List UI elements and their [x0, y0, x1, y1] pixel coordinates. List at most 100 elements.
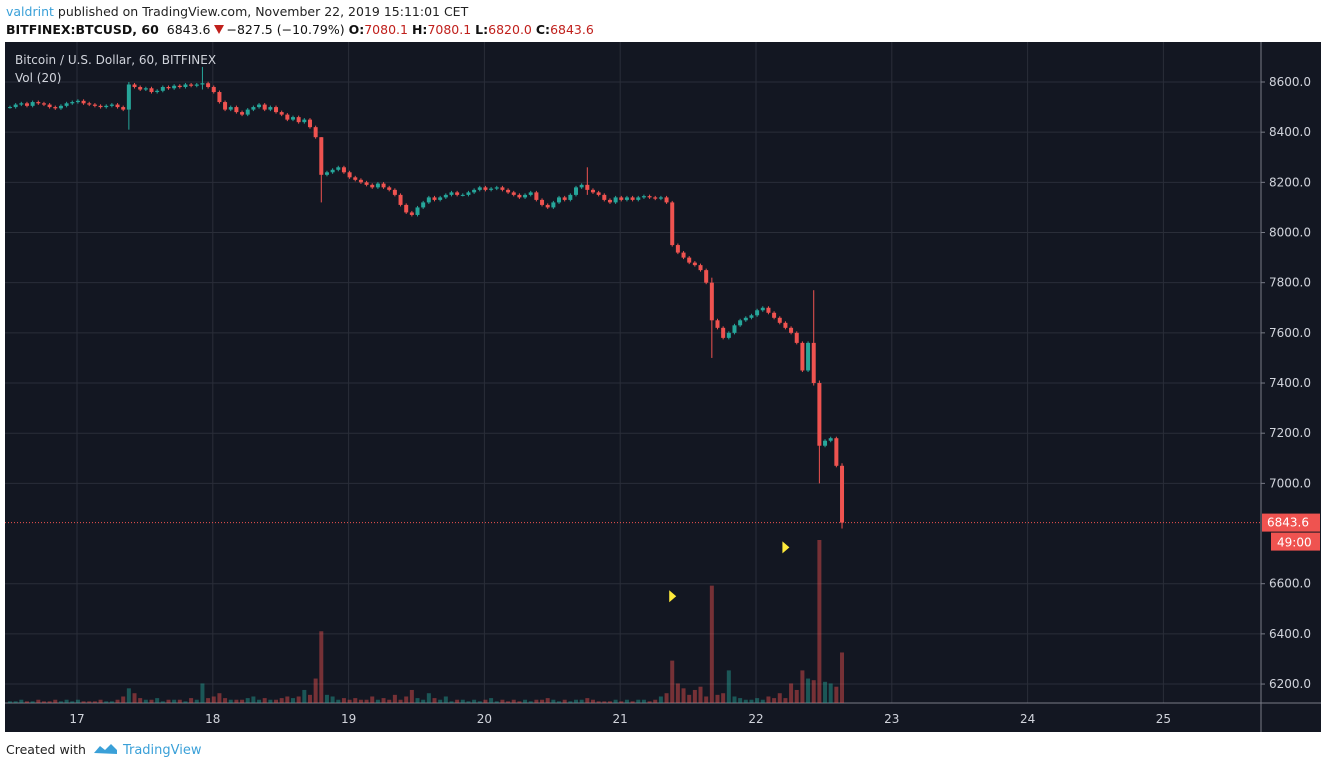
candle — [375, 183, 380, 188]
chart-area[interactable]: 8600.0 8400.0 8200.0 8000.0 7800.0 7600.0 7400… — [5, 42, 1321, 732]
candle — [460, 194, 465, 196]
candle — [370, 184, 375, 188]
volume-bar — [670, 660, 675, 703]
volume-bar — [115, 699, 120, 703]
volume-bar — [732, 696, 737, 703]
volume-bar — [449, 701, 454, 703]
publish-info: valdrint published on TradingView.com, N… — [6, 4, 468, 19]
volume-bar — [540, 699, 545, 703]
low-label: L: — [475, 22, 489, 37]
candle — [53, 107, 58, 109]
author-link[interactable]: valdrint — [6, 4, 54, 19]
volume-bar — [641, 699, 646, 703]
volume-bar — [200, 683, 205, 703]
candle — [58, 105, 63, 109]
volume-bar — [443, 696, 448, 703]
price-chart[interactable]: 8600.0 8400.0 8200.0 8000.0 7800.0 7600.0 7400… — [5, 42, 1321, 732]
time-tick-label: 24 — [1020, 712, 1035, 726]
candle — [324, 172, 329, 175]
tradingview-link[interactable]: TradingView — [122, 743, 202, 758]
volume-bar — [568, 701, 573, 703]
volume-bar — [766, 696, 771, 703]
candle — [732, 325, 737, 333]
candle — [160, 87, 165, 91]
candle — [726, 332, 731, 338]
price-tick-label: 7600.0 — [1269, 326, 1311, 340]
candle — [619, 197, 624, 200]
candle — [409, 212, 414, 215]
close-label: C: — [535, 22, 551, 37]
candle — [149, 88, 154, 93]
candle — [590, 189, 595, 193]
volume-bar — [477, 701, 482, 703]
volume-bar — [206, 698, 211, 703]
volume-bar — [155, 698, 160, 703]
volume-bar — [302, 689, 307, 703]
candle — [528, 192, 533, 195]
volume-bar — [268, 699, 273, 703]
volume-bar — [177, 699, 182, 703]
volume-bar — [87, 701, 92, 703]
volume-bar — [823, 681, 828, 703]
volume-bar — [58, 701, 63, 703]
volume-bar — [794, 689, 799, 703]
volume-bar — [777, 693, 782, 703]
candle — [823, 440, 828, 446]
volume-bar — [160, 701, 165, 703]
candle — [455, 192, 460, 195]
candle — [636, 197, 641, 200]
event-marker-icon — [782, 541, 790, 554]
volume-bar — [279, 698, 284, 703]
candle — [540, 199, 545, 205]
volume-bar — [653, 699, 658, 703]
volume-bar — [143, 699, 148, 703]
volume-bar — [341, 698, 346, 703]
volume-bar — [336, 699, 341, 703]
volume-bar — [409, 689, 414, 703]
candle — [783, 322, 788, 328]
volume-bar — [602, 701, 607, 703]
candle — [840, 465, 845, 523]
candle — [794, 332, 799, 343]
time-tick-label: 25 — [1156, 712, 1171, 726]
candle — [760, 307, 765, 311]
volume-bar — [398, 699, 403, 703]
candle — [534, 192, 539, 200]
candle — [30, 102, 35, 106]
volume-bar — [64, 699, 69, 703]
candle — [647, 196, 652, 198]
volume-bar — [432, 698, 437, 703]
candle — [132, 84, 137, 88]
candle — [426, 197, 431, 203]
candle — [172, 85, 177, 89]
candle — [721, 327, 726, 338]
chart-legend-title: Bitcoin / U.S. Dollar, 60, BITFINEX — [15, 53, 217, 67]
tradingview-logo-icon — [93, 744, 117, 754]
candle — [709, 282, 714, 321]
volume-bar — [675, 683, 680, 703]
candle — [262, 104, 267, 110]
publish-text: published on TradingView.com, November 2… — [57, 4, 469, 19]
candle — [624, 197, 629, 200]
price-tick-label: 8600.0 — [1269, 75, 1311, 89]
candle — [602, 194, 607, 200]
volume-bar — [132, 693, 137, 703]
volume-bar — [353, 698, 358, 703]
volume-bar — [624, 699, 629, 703]
candle — [19, 103, 24, 105]
volume-bar — [545, 698, 550, 703]
volume-bar — [551, 699, 556, 703]
volume-bar — [358, 699, 363, 703]
volume-bar — [364, 699, 369, 703]
candle — [398, 194, 403, 205]
volume-bar — [19, 699, 24, 703]
volume-bar — [183, 701, 188, 703]
volume-bar — [828, 683, 833, 703]
price-tick-label: 6200.0 — [1269, 677, 1311, 691]
volume-bar — [834, 686, 839, 703]
low-value: 6820.0 — [488, 22, 532, 37]
volume-bar — [528, 701, 533, 703]
candle — [319, 137, 324, 175]
candle — [545, 204, 550, 208]
volume-bar — [262, 698, 267, 703]
